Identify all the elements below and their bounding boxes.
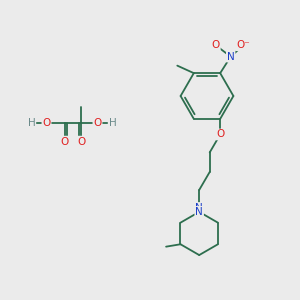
Text: O: O bbox=[216, 130, 224, 140]
Text: O: O bbox=[60, 136, 69, 147]
Text: O: O bbox=[42, 118, 51, 128]
Text: O: O bbox=[93, 118, 102, 128]
Text: H: H bbox=[28, 118, 35, 128]
Text: O: O bbox=[77, 136, 85, 147]
Text: O⁻: O⁻ bbox=[236, 40, 250, 50]
Text: N: N bbox=[195, 203, 203, 213]
Text: O: O bbox=[212, 40, 220, 50]
Text: N: N bbox=[227, 52, 235, 61]
Text: N: N bbox=[195, 207, 203, 217]
Text: H: H bbox=[109, 118, 116, 128]
